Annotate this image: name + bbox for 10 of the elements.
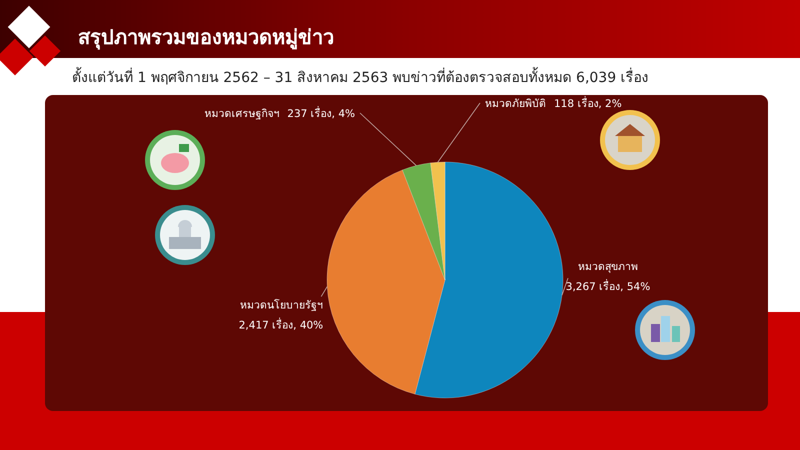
data-label: 2,417 เรื่อง, 40% <box>238 318 324 332</box>
data-label: 118 เรื่อง, 2% <box>554 96 622 110</box>
chart-subtitle: ตั้งแต่วันที่ 1 พฤศจิกายน 2562 – 31 สิงหาคม 2563 พบข่าวที่ต้องตรวจสอบทั้งหมด 6,039 เรื่อง <box>72 67 649 86</box>
slice-label: หมวดนโยบายรัฐฯ <box>240 298 324 312</box>
slice-label: หมวดสุขภาพ <box>578 261 638 274</box>
data-label: 3,267 เรื่อง, 54% <box>566 279 650 294</box>
data-label: 237 เรื่อง, 4% <box>287 106 356 120</box>
slice-label: หมวดภัยพิบัติ <box>485 98 546 110</box>
slice-label: หมวดเศรษฐกิจฯ <box>204 108 280 120</box>
chart-title: สรุปภาพรวมของหมวดหมู่ข่าว <box>78 25 334 51</box>
